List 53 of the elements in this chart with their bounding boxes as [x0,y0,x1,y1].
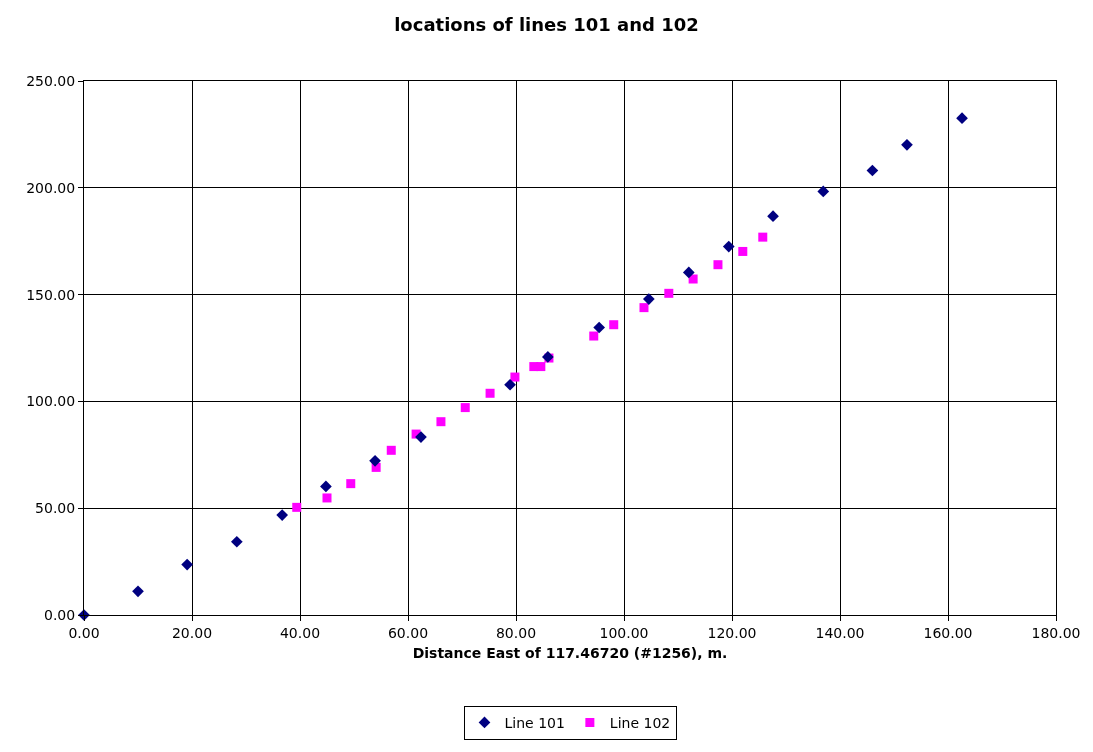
point [722,240,735,253]
y-tick-label: 100.00 [26,393,76,410]
point [369,454,381,467]
point [639,303,649,313]
y-tick-label: 150.00 [26,286,76,303]
x-tick-label: 140.00 [815,624,865,641]
x-tick-label: 100.00 [599,624,649,641]
point [642,293,655,305]
point [436,417,446,427]
point [460,403,470,413]
point [956,112,968,125]
x-tick-label: 180.00 [1031,624,1081,641]
y-tick-label: 250.00 [26,72,76,89]
point [230,535,243,548]
x-tick-label: 0.00 [68,624,100,641]
point [292,502,302,512]
y-tick-label: 200.00 [26,179,76,196]
point [738,246,748,256]
y-tick-label: 50.00 [35,500,76,517]
legend-label: Line 102 [609,714,671,731]
x-tick-label: 60.00 [387,624,429,641]
point [504,378,516,391]
x-tick-label: 20.00 [171,624,213,641]
chart-title: locations of lines 101 and 102 [394,14,699,36]
point [589,331,599,341]
point [386,445,396,455]
y-tick-label: 0.00 [44,606,76,623]
point [758,232,768,242]
point [609,320,619,330]
point [536,362,546,372]
point [276,509,289,521]
point [320,480,332,493]
x-axis-title: Distance East of 117.46720 (#1256), m. [412,645,728,662]
point [346,479,356,489]
x-tick-label: 120.00 [707,624,757,641]
x-tick-label: 80.00 [495,624,537,641]
point [688,274,698,284]
point [593,321,606,334]
point [866,164,879,177]
point [181,558,193,571]
point [485,388,495,398]
x-tick-label: 40.00 [279,624,321,641]
x-tick-label: 160.00 [923,624,973,641]
point [817,185,830,198]
point [682,266,695,279]
point [664,288,674,298]
point [132,585,144,598]
point [901,139,913,151]
legend-label: Line 101 [504,714,565,731]
point [322,493,332,503]
point [510,372,520,382]
point [767,210,779,223]
point [713,260,723,270]
